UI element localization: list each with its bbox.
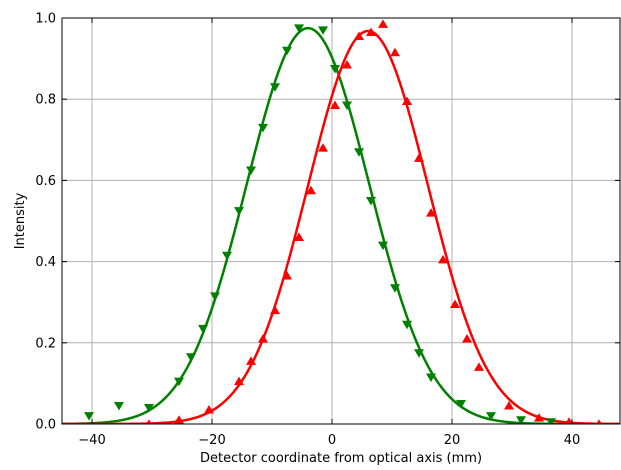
plot-frame (61, 17, 621, 425)
green-data-point (294, 24, 304, 33)
green-data-point (456, 399, 466, 409)
green-data-point (414, 349, 424, 358)
green-data-point (282, 46, 292, 56)
green-data-point (390, 284, 400, 293)
red-data-point (438, 254, 448, 264)
x-tick-label: 20 (444, 433, 461, 448)
red-data-point (270, 305, 280, 315)
x-axis-label: Detector coordinate from optical axis (m… (200, 451, 482, 466)
green-data-point (270, 83, 280, 92)
y-tick-label: 0.4 (35, 255, 56, 270)
y-tick-label: 0.0 (35, 418, 56, 433)
plot-area (62, 19, 620, 424)
red-data-point (146, 419, 152, 424)
y-tick-label: 0.2 (35, 336, 56, 351)
red-data-point (378, 19, 388, 28)
red-data-point (366, 27, 376, 36)
fit-curve (62, 26, 620, 424)
red-data-point (204, 405, 214, 414)
x-tick-label: 0 (328, 433, 336, 448)
red-data-point (462, 333, 472, 343)
red-data-point (294, 232, 304, 241)
red-data-point (504, 400, 514, 410)
green-data-point (222, 251, 232, 261)
red-data-point (246, 356, 256, 365)
green-data-point (426, 373, 436, 383)
green-data-point (144, 404, 154, 413)
red-data-point (565, 417, 573, 424)
green-data-point (330, 65, 340, 74)
x-tick-label: −20 (198, 433, 225, 448)
red-data-point (534, 413, 544, 422)
green-data-point (366, 196, 376, 206)
red-data-point (234, 376, 244, 386)
green-data-point (402, 320, 412, 330)
red-data-point (596, 419, 602, 424)
red-data-point (330, 100, 340, 110)
red-data-point (354, 31, 364, 41)
green-data-point (258, 123, 268, 133)
green-data-point (186, 353, 196, 362)
red-data-point (174, 415, 184, 424)
y-tick-label: 0.8 (35, 93, 56, 108)
red-data-point (306, 185, 316, 195)
red-data-point (426, 208, 436, 217)
red-data-point (390, 47, 400, 57)
green-data-point (198, 324, 208, 334)
fit-curve (62, 29, 620, 424)
x-tick-label: 40 (564, 433, 581, 448)
y-tick-label: 1.0 (35, 12, 56, 27)
red-data-point (402, 96, 412, 105)
axis-ticks: −40 −20 0 20 40 0.0 0.2 0.4 0.6 0.8 1.0 (35, 12, 620, 448)
red-data-point (474, 362, 484, 371)
red-data-point (258, 333, 268, 343)
green-data-point (174, 377, 184, 387)
green-data-point (486, 412, 496, 421)
y-tick-label: 0.6 (35, 174, 56, 189)
green-data-point (546, 418, 556, 424)
green-data-point (210, 292, 220, 301)
green-data-point (246, 166, 256, 175)
red-data-point (342, 59, 352, 69)
green-data-point (378, 241, 388, 251)
green-data-point (354, 148, 364, 157)
red-data-point (450, 299, 460, 308)
green-data-point (516, 416, 526, 424)
green-data-point (84, 412, 94, 421)
y-axis-label: Intensity (13, 192, 28, 249)
green-data-point (114, 401, 124, 411)
green-data-point (342, 101, 352, 111)
green-data-point (318, 26, 328, 35)
green-data-point (234, 207, 244, 216)
data-points (84, 19, 602, 424)
red-data-point (282, 271, 292, 280)
fit-curves (62, 26, 620, 424)
red-data-point (414, 153, 424, 162)
red-data-point (318, 143, 328, 152)
x-tick-label: −40 (78, 433, 105, 448)
